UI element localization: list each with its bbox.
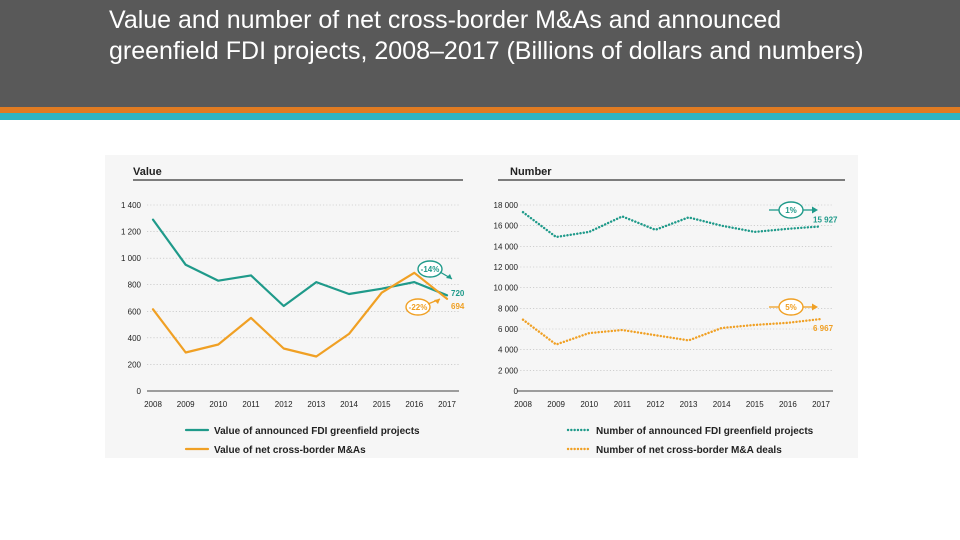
y-tick-label: 1 200 [121,228,142,237]
accent-bar-orange [0,107,960,113]
slide-title: Value and number of net cross-border M&A… [109,6,864,65]
y-tick-label: 16 000 [494,222,519,231]
x-tick-label: 2015 [373,400,391,409]
y-tick-label: 4 000 [498,346,519,355]
growth-arrowhead [446,274,452,279]
x-tick-label: 2010 [580,400,598,409]
growth-label: 5% [785,303,797,312]
growth-bubble [405,298,431,316]
growth-label: -22% [409,303,428,312]
growth-label: 1% [785,206,797,215]
end-value-label: 720 [451,289,465,298]
y-tick-label: 12 000 [494,263,519,272]
series-line-greenfield [521,211,823,239]
y-tick-label: 0 [137,387,142,396]
y-tick-label: 6 000 [498,325,519,334]
x-tick-label: 2010 [209,400,227,409]
panel-title: Value [133,166,162,178]
y-tick-label: 600 [128,307,142,316]
legend-label: Value of net cross-border M&As [214,445,366,456]
x-tick-label: 2017 [438,400,456,409]
y-tick-label: 14 000 [494,242,519,251]
x-tick-label: 2014 [340,400,358,409]
x-tick-label: 2009 [547,400,565,409]
y-tick-label: 8 000 [498,304,519,313]
x-tick-label: 2008 [144,400,162,409]
y-tick-label: 800 [128,281,142,290]
legend-label: Number of net cross-border M&A deals [596,445,782,456]
series-line-greenfield [151,218,449,308]
x-tick-label: 2009 [177,400,195,409]
y-tick-label: 1 400 [121,201,142,210]
charts-svg: Value 0 200 400 600 800 1 000 1 200 1 400 2008 200… [121,166,845,456]
chart-figure: Value 0 200 400 600 800 1 000 1 200 1 400 2008 200… [105,155,858,458]
x-tick-label: 2011 [242,400,260,409]
x-tick-label: 2013 [307,400,325,409]
growth-label: -14% [421,265,440,274]
y-tick-label: 1 000 [121,254,142,263]
x-tick-label: 2014 [713,400,731,409]
x-tick-label: 2008 [514,400,532,409]
x-tick-label: 2012 [647,400,665,409]
end-value-label: 6 967 [813,324,834,333]
x-tick-label: 2013 [680,400,698,409]
end-value-label: 15 927 [813,215,838,224]
growth-arrowhead [812,303,818,311]
slide-header [0,0,960,107]
series-line-mna [521,317,823,346]
panel-title: Number [510,166,552,178]
growth-arrowhead [434,299,440,304]
legend-label: Value of announced FDI greenfield projec… [214,426,420,437]
x-tick-label: 2015 [746,400,764,409]
growth-arrowhead [812,206,818,214]
x-tick-label: 2017 [812,400,830,409]
y-tick-label: 2 000 [498,366,519,375]
y-tick-label: 400 [128,334,142,343]
y-tick-label: 18 000 [494,201,519,210]
x-tick-label: 2016 [405,400,423,409]
end-value-label: 694 [451,302,465,311]
growth-bubble [417,260,443,278]
series-line-mna [151,271,449,358]
legend-label: Number of announced FDI greenfield proje… [596,426,814,437]
accent-bar-teal [0,113,960,120]
x-tick-label: 2016 [779,400,797,409]
y-tick-label: 0 [514,387,519,396]
y-tick-label: 10 000 [494,284,519,293]
x-tick-label: 2011 [614,400,632,409]
y-tick-label: 200 [128,360,142,369]
x-tick-label: 2012 [275,400,293,409]
